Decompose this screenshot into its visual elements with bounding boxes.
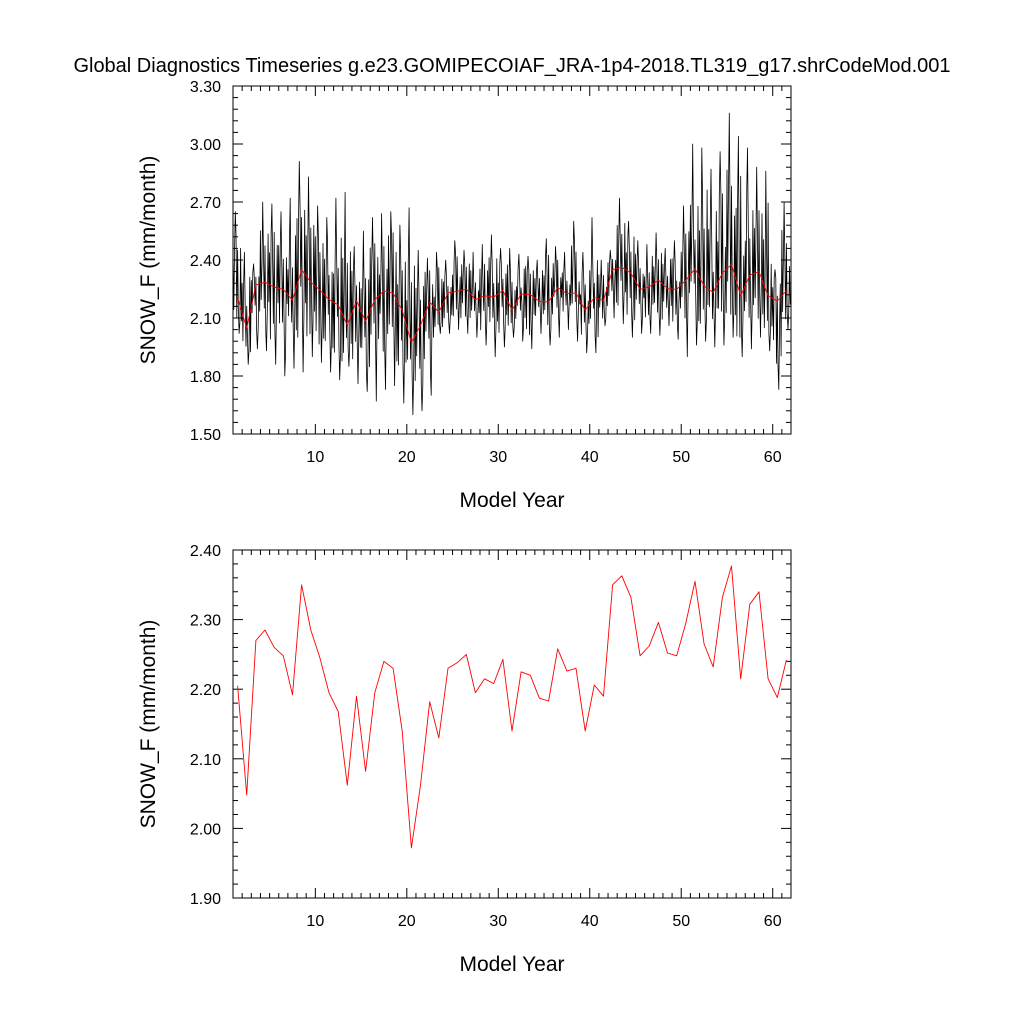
x-tick-label: 10 [306, 913, 324, 930]
x-tick-label: 10 [306, 449, 324, 466]
y-tick-label: 2.10 [190, 311, 221, 328]
x-tick-label: 20 [398, 913, 416, 930]
y-tick-label: 2.10 [190, 752, 221, 769]
chart-title: Global Diagnostics Timeseries g.e23.GOMI… [73, 55, 950, 77]
x-tick-label: 20 [398, 449, 416, 466]
annual-mean-series-line [237, 565, 787, 849]
annual-mean-series-line [237, 263, 787, 344]
y-axis-label: SNOW_F (mm/month) [137, 620, 160, 829]
bottom-panel: 10 20 30 40 50 60 1.90 2.00 2.10 2.20 2.30 2.40 Mode… [137, 543, 792, 976]
y-tick-label: 2.40 [190, 253, 221, 270]
x-tick-label: 40 [581, 449, 599, 466]
x-tick-label: 40 [581, 913, 599, 930]
plot-frame [232, 549, 792, 899]
monthly-series-line [232, 112, 791, 416]
x-tick-label: 50 [672, 913, 690, 930]
x-tick-label: 30 [489, 913, 507, 930]
x-tick-label: 60 [764, 449, 782, 466]
y-tick-label: 3.30 [190, 79, 221, 96]
x-tick-label: 30 [489, 449, 507, 466]
y-tick-label: 2.70 [190, 195, 221, 212]
x-tick-label: 50 [672, 449, 690, 466]
x-axis-label: Model Year [459, 953, 564, 976]
y-tick-label: 1.90 [190, 891, 221, 908]
top-panel: 10 20 30 40 50 60 1.50 1.80 2.10 2.40 2.70 3.00 3.30… [137, 79, 792, 512]
y-tick-label: 2.00 [190, 821, 221, 838]
y-tick-label: 2.40 [190, 543, 221, 560]
y-tick-label: 1.50 [190, 427, 221, 444]
y-tick-label: 2.20 [190, 682, 221, 699]
y-axis-label: SNOW_F (mm/month) [137, 156, 160, 365]
y-tick-label: 2.30 [190, 613, 221, 630]
y-tick-label: 3.00 [190, 137, 221, 154]
x-tick-label: 60 [764, 913, 782, 930]
x-axis-label: Model Year [459, 489, 564, 512]
y-tick-label: 1.80 [190, 369, 221, 386]
